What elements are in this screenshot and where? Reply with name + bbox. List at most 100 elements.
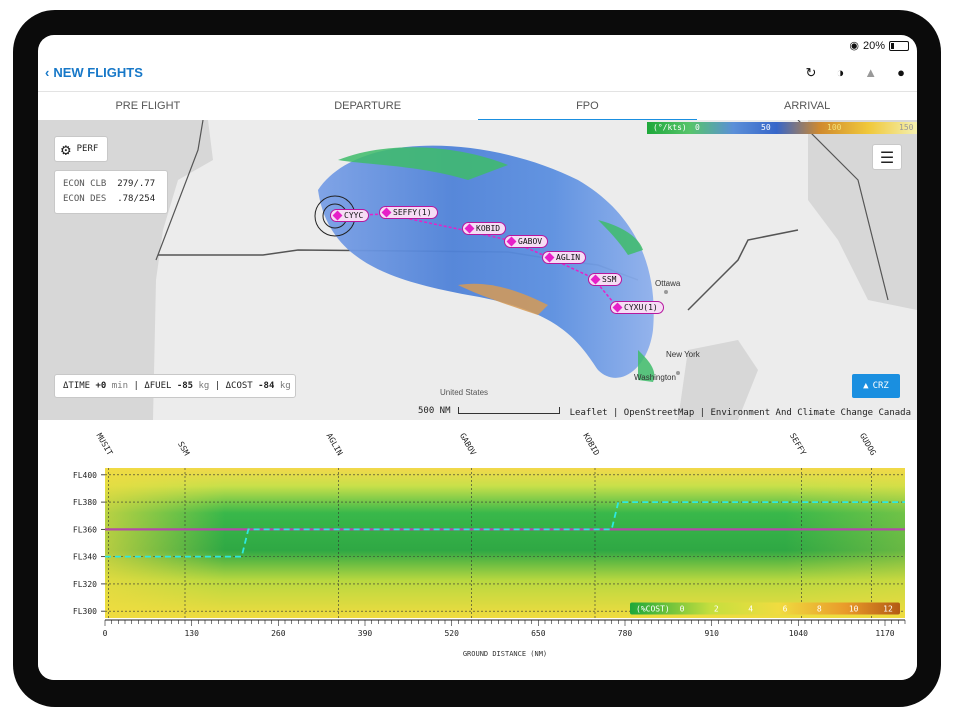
- y-tick-label: FL400: [73, 471, 97, 480]
- x-tick-label: 390: [358, 629, 373, 638]
- cost-legend-tick: 8: [817, 604, 822, 613]
- back-label: NEW FLIGHTS: [53, 65, 143, 80]
- waypoint-diamond-icon: [590, 274, 601, 285]
- delta-fuel-value: -85: [176, 381, 194, 391]
- profile-svg: FL400 FL380 FL360 FL340 FL320 FL300 MUSIT SSM AG…: [73, 432, 906, 658]
- wind-legend-tick: 50: [761, 123, 771, 132]
- waypoint-label[interactable]: GABOV: [504, 235, 549, 248]
- hamburger-icon: ☰: [879, 147, 895, 167]
- optimized-profile-line: [105, 501, 905, 558]
- waypoint-name: CYYC: [344, 211, 364, 220]
- cost-legend-label: (%COST): [636, 604, 670, 613]
- waypoint-name: SSM: [602, 275, 617, 284]
- cost-heatmap-overlay: [105, 468, 905, 618]
- scale-line: [457, 407, 560, 414]
- bell-icon[interactable]: ▲: [864, 65, 878, 80]
- delta-summary: ΔTIME +0 min | ΔFUEL -85 kg | ΔCOST -84 …: [54, 374, 296, 398]
- vertical-profile-chart: FL400 FL380 FL360 FL340 FL320 FL300 MUSIT SSM AG…: [38, 421, 917, 680]
- country-label: United States: [440, 388, 489, 397]
- delta-time-label: ΔTIME: [63, 381, 91, 391]
- y-tick-label: FL360: [73, 525, 97, 534]
- delta-time-unit: min: [111, 381, 129, 391]
- y-tick-label: FL320: [73, 580, 97, 589]
- waypoint-diamond-icon: [612, 302, 623, 313]
- battery-icon: [889, 40, 909, 51]
- waypoint-name: SEFFY(1): [393, 208, 432, 217]
- route-map[interactable]: ⚙ PERF ECON CLB 279/.77 ECON DES .78/254…: [38, 120, 917, 420]
- menu-button[interactable]: ☰: [872, 144, 902, 170]
- brightness-icon[interactable]: ◑: [836, 65, 845, 80]
- chevron-left-icon: ‹: [45, 65, 50, 80]
- crz-button[interactable]: ▲ CRZ: [852, 374, 900, 398]
- x-tick-label: 910: [704, 629, 719, 638]
- city-label: New York: [666, 350, 700, 359]
- cost-legend-tick: 10: [849, 604, 859, 613]
- waypoint-diamond-icon: [506, 236, 517, 247]
- cost-legend-tick: 0: [680, 604, 685, 613]
- back-button[interactable]: ‹ NEW FLIGHTS: [45, 65, 143, 80]
- city-label: Ottawa: [655, 279, 681, 288]
- waypoint-label[interactable]: CYYC: [330, 209, 370, 222]
- econ-panel: ECON CLB 279/.77 ECON DES .78/254: [54, 170, 168, 214]
- tab-fpo[interactable]: FPO: [477, 92, 698, 121]
- tab-bar: PRE FLIGHT DEPARTURE FPO ARRIVAL: [38, 91, 917, 121]
- delta-fuel-unit: kg: [198, 381, 210, 391]
- waypoint-axis-label: KOBID: [581, 432, 601, 458]
- waypoint-label[interactable]: KOBID: [462, 222, 507, 235]
- sync-icon[interactable]: ↻: [805, 65, 817, 80]
- waypoint-label[interactable]: AGLIN: [542, 251, 587, 264]
- crz-label: CRZ: [872, 381, 889, 391]
- x-tick-label: 260: [271, 629, 286, 638]
- wind-legend-tick: 150: [899, 123, 914, 132]
- app-screen: ◉ 20% ‹ NEW FLIGHTS ↻ ◑ ▲ ● PRE FLIGHT D…: [38, 35, 917, 680]
- tab-arrival[interactable]: ARRIVAL: [783, 100, 831, 112]
- waypoint-label[interactable]: SEFFY(1): [379, 206, 438, 219]
- y-tick-label: FL380: [73, 498, 97, 507]
- waypoint-diamond-icon: [544, 252, 555, 263]
- waypoint-axis-label: MUSIT: [95, 432, 115, 458]
- waypoint-diamond-icon: [332, 210, 343, 221]
- map-attribution: Leaflet | OpenStreetMap | Environment An…: [569, 408, 911, 418]
- x-tick-label: 130: [184, 629, 199, 638]
- wind-legend: (°/kts) 0 50 100 150: [647, 122, 917, 134]
- battery-percent: 20%: [862, 39, 885, 52]
- scale-label: 500 NM: [418, 406, 451, 416]
- delta-fuel-label: ΔFUEL: [144, 381, 172, 391]
- mountain-icon: ▲: [863, 381, 869, 391]
- waypoint-name: KOBID: [476, 224, 501, 233]
- waypoint-name: AGLIN: [556, 253, 581, 262]
- x-tick-label: 0: [103, 629, 108, 638]
- wifi-icon: ◉: [849, 40, 859, 52]
- waypoint-label[interactable]: SSM: [588, 273, 623, 286]
- perf-button[interactable]: ⚙ PERF: [54, 136, 108, 162]
- waypoint-axis-label: GABOV: [458, 432, 478, 458]
- econ-clb-value: 279/.77: [117, 179, 156, 189]
- gear-icon: ⚙: [61, 139, 71, 159]
- econ-clb-label: ECON CLB: [63, 179, 107, 189]
- cost-legend-bar: [630, 602, 900, 615]
- x-tick-label: 1170: [875, 629, 894, 638]
- status-bar: ◉ 20%: [38, 35, 917, 55]
- tab-pre-flight[interactable]: PRE FLIGHT: [115, 100, 181, 112]
- cost-legend-tick: 6: [783, 604, 788, 613]
- city-label: Washington: [634, 373, 676, 382]
- cost-legend-tick: 2: [714, 604, 719, 613]
- x-axis-label: GROUND DISTANCE (NM): [463, 650, 547, 658]
- nav-bar: ‹ NEW FLIGHTS ↻ ◑ ▲ ●: [38, 59, 917, 89]
- waypoint-diamond-icon: [381, 207, 392, 218]
- perf-label: PERF: [76, 144, 99, 154]
- cost-legend-tick: 12: [883, 604, 893, 613]
- waypoint-axis-label: SEFFY: [788, 432, 808, 458]
- x-tick-label: 520: [444, 629, 459, 638]
- waypoint-axis-label: GUDOG: [858, 432, 878, 458]
- waypoint-diamond-icon: [464, 223, 475, 234]
- delta-cost-label: ΔCOST: [225, 381, 253, 391]
- wind-legend-tick: 100: [827, 123, 842, 132]
- tab-departure[interactable]: DEPARTURE: [334, 100, 402, 112]
- y-tick-label: FL300: [73, 607, 97, 616]
- user-icon[interactable]: ●: [897, 65, 905, 80]
- x-tick-label: 650: [531, 629, 546, 638]
- map-background: [38, 120, 917, 420]
- waypoint-label[interactable]: CYXU(1): [610, 301, 664, 314]
- delta-time-value: +0: [95, 381, 107, 391]
